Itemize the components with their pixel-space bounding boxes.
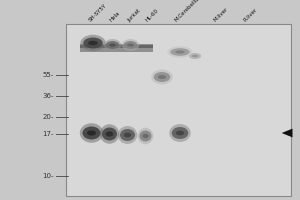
- Ellipse shape: [138, 128, 153, 144]
- Polygon shape: [282, 129, 292, 137]
- Bar: [80, 44, 153, 52]
- Ellipse shape: [109, 43, 116, 47]
- Text: Jurkat: Jurkat: [127, 8, 142, 23]
- Ellipse shape: [170, 48, 190, 56]
- Ellipse shape: [154, 72, 170, 82]
- Text: M.liver: M.liver: [212, 7, 229, 23]
- Ellipse shape: [124, 41, 137, 49]
- Ellipse shape: [124, 133, 131, 137]
- Ellipse shape: [167, 46, 193, 58]
- Ellipse shape: [127, 43, 134, 47]
- Ellipse shape: [106, 131, 113, 137]
- Text: 10-: 10-: [43, 173, 54, 179]
- Ellipse shape: [151, 70, 173, 84]
- Ellipse shape: [83, 38, 103, 48]
- Ellipse shape: [80, 123, 103, 143]
- Bar: [66, 24, 291, 196]
- Text: Hela: Hela: [109, 11, 121, 23]
- Ellipse shape: [169, 124, 191, 142]
- Text: 36-: 36-: [43, 93, 54, 99]
- Text: 17-: 17-: [43, 131, 54, 137]
- Ellipse shape: [158, 75, 166, 79]
- Ellipse shape: [172, 127, 188, 139]
- Ellipse shape: [118, 126, 137, 144]
- Ellipse shape: [80, 35, 106, 51]
- Ellipse shape: [87, 130, 96, 136]
- Text: 55-: 55-: [43, 72, 54, 78]
- Ellipse shape: [189, 53, 201, 59]
- Text: 20-: 20-: [43, 114, 54, 120]
- Ellipse shape: [100, 124, 119, 144]
- Ellipse shape: [104, 39, 121, 51]
- Ellipse shape: [106, 41, 119, 49]
- Text: HL-60: HL-60: [145, 8, 160, 23]
- Bar: [80, 45, 153, 47]
- Ellipse shape: [88, 41, 98, 45]
- Ellipse shape: [120, 129, 135, 141]
- Ellipse shape: [187, 51, 203, 60]
- Text: M.Cerebellum: M.Cerebellum: [173, 0, 204, 23]
- Text: R.liver: R.liver: [242, 7, 258, 23]
- Ellipse shape: [102, 128, 117, 140]
- Ellipse shape: [175, 50, 185, 54]
- Ellipse shape: [142, 134, 148, 138]
- Ellipse shape: [122, 39, 139, 51]
- Ellipse shape: [176, 131, 184, 135]
- Ellipse shape: [192, 55, 198, 57]
- Ellipse shape: [82, 127, 100, 140]
- Text: SH-SY5Y: SH-SY5Y: [88, 3, 108, 23]
- Ellipse shape: [140, 130, 152, 142]
